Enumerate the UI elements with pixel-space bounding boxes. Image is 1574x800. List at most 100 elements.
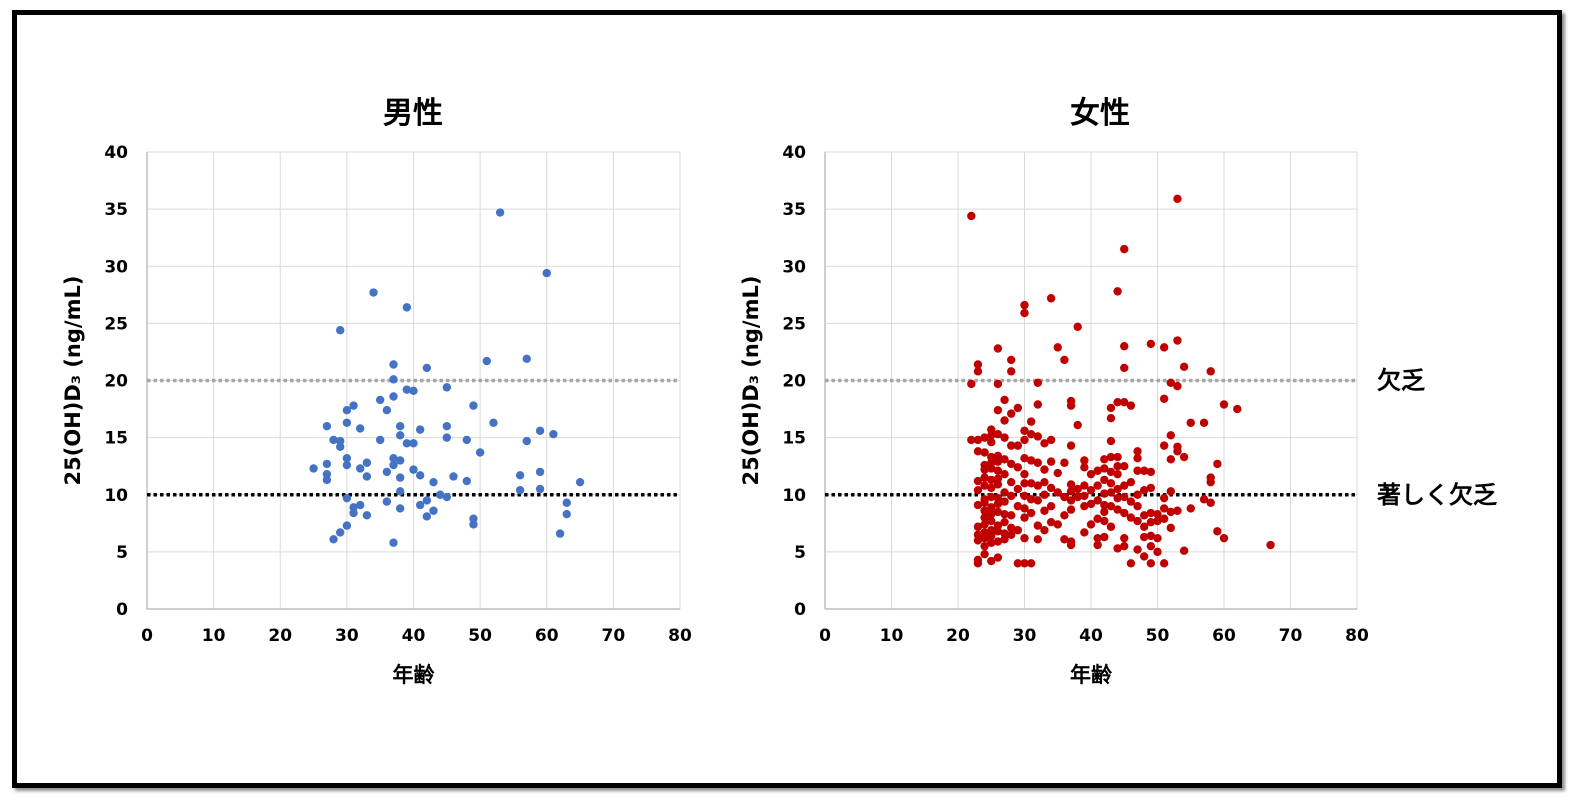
female-data-point — [1046, 483, 1056, 493]
male-data-point — [562, 509, 571, 519]
male-x-tick-label: 20 — [268, 626, 292, 646]
female-data-point — [1100, 475, 1109, 485]
female-data-point — [967, 435, 976, 445]
female-data-point — [1133, 516, 1142, 526]
female-data-point — [1133, 490, 1142, 499]
female-data-point — [1060, 458, 1069, 467]
female-data-point — [1120, 363, 1129, 373]
female-y-tick-label: 15 — [782, 429, 806, 449]
male-data-point — [402, 385, 412, 394]
female-data-point — [980, 481, 989, 490]
female-y-tick-label: 35 — [782, 200, 806, 220]
female-data-point — [1173, 506, 1182, 515]
female-data-point — [1100, 489, 1109, 498]
female-data-point — [1060, 535, 1069, 544]
female-data-point — [980, 513, 989, 522]
female-data-point — [1086, 520, 1096, 529]
female-data-point — [1026, 508, 1036, 518]
female-data-point — [1106, 488, 1116, 497]
male-data-point — [495, 208, 505, 217]
female-data-point — [1113, 484, 1122, 494]
female-data-point — [987, 556, 996, 566]
female-data-point — [1199, 418, 1209, 427]
male-data-point — [395, 487, 405, 496]
female-data-point — [993, 480, 1003, 489]
female-data-point — [1013, 403, 1023, 413]
female-data-point — [1013, 525, 1023, 535]
female-data-point — [1146, 517, 1156, 527]
female-data-point — [1000, 455, 1009, 464]
male-data-point — [409, 439, 418, 448]
female-data-point — [1146, 541, 1156, 551]
female-data-point — [980, 473, 989, 482]
female-data-point — [1113, 493, 1122, 503]
male-data-point — [435, 490, 445, 499]
female-data-point — [1040, 490, 1049, 499]
female-data-point — [1206, 477, 1215, 487]
female-data-point — [1040, 465, 1049, 474]
male-data-point — [442, 492, 452, 502]
female-data-point — [1060, 511, 1069, 520]
male-data-point — [555, 529, 565, 538]
male-x-tick-label: 70 — [602, 626, 626, 646]
female-data-point — [987, 509, 996, 519]
female-x-tick-label: 30 — [1013, 626, 1037, 646]
female-data-point — [973, 435, 983, 445]
female-data-point — [1080, 528, 1089, 537]
female-data-point — [1140, 485, 1149, 495]
female-data-point — [980, 465, 989, 474]
female-data-point — [1040, 525, 1049, 535]
female-data-point — [1007, 409, 1016, 418]
female-data-point — [1186, 418, 1195, 427]
female-data-point — [1153, 516, 1162, 526]
female-x-tick-label: 70 — [1279, 626, 1303, 646]
female-data-point — [1266, 540, 1275, 550]
female-data-point — [1026, 559, 1036, 568]
female-data-point — [1146, 559, 1156, 568]
female-data-point — [1020, 308, 1029, 318]
female-data-point — [1007, 491, 1016, 501]
male-x-tick-label: 60 — [535, 626, 559, 646]
female-data-point — [993, 406, 1003, 415]
female-data-point — [1106, 414, 1116, 423]
male-y-tick-label: 5 — [116, 543, 128, 563]
female-data-point — [1106, 436, 1116, 446]
male-x-tick-label: 80 — [668, 626, 692, 646]
female-data-point — [1186, 504, 1195, 513]
male-data-point — [542, 268, 551, 278]
female-data-point — [1073, 484, 1082, 494]
female-data-point — [1113, 287, 1122, 296]
male-data-point — [442, 433, 452, 442]
male-data-point — [309, 464, 318, 473]
male-data-point — [415, 425, 425, 434]
female-data-point — [1213, 527, 1222, 536]
female-data-point — [980, 520, 989, 529]
female-data-point — [1007, 511, 1016, 520]
female-data-point — [1073, 420, 1082, 430]
female-data-point — [1159, 559, 1169, 568]
female-data-point — [1126, 401, 1136, 410]
male-data-point — [415, 471, 425, 480]
male-data-point — [336, 442, 345, 451]
female-data-point — [1120, 481, 1129, 490]
female-data-point — [980, 433, 989, 442]
male-data-point — [422, 512, 432, 521]
female-data-point — [1007, 459, 1016, 469]
female-data-point — [973, 536, 983, 545]
male-x-tick-label: 40 — [402, 626, 426, 646]
male-data-point — [382, 497, 392, 506]
female-data-point — [1133, 453, 1142, 463]
female-x-tick-label: 50 — [1146, 626, 1170, 646]
female-data-point — [1033, 481, 1043, 490]
female-data-point — [1086, 469, 1096, 479]
female-data-point — [1066, 496, 1076, 505]
female-data-point — [1179, 362, 1189, 371]
female-data-point — [1007, 530, 1016, 539]
female-data-point — [1133, 501, 1142, 511]
female-data-point — [1080, 501, 1089, 511]
female-data-point — [1020, 559, 1029, 568]
male-data-point — [562, 498, 571, 507]
female-data-point — [1166, 455, 1176, 464]
female-data-point — [1013, 463, 1023, 472]
